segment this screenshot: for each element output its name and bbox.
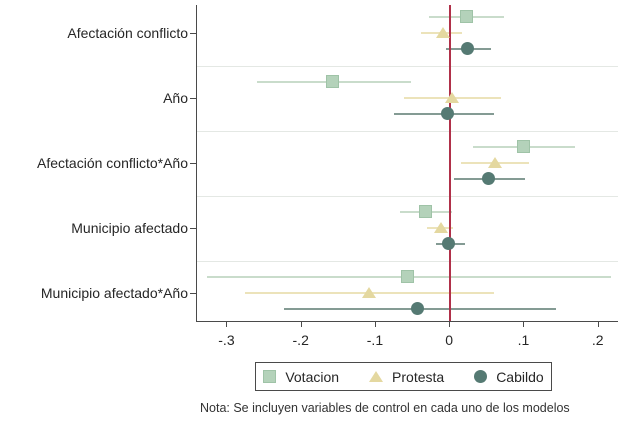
point-estimate-triangle-marker	[362, 287, 377, 298]
category-label: Afectación conflicto	[67, 25, 188, 41]
point-estimate-circle-marker	[481, 172, 495, 185]
legend-item-cabildo: Cabildo	[474, 368, 544, 385]
x-axis-tick-label: -.3	[218, 332, 235, 348]
category-label: Afectación conflicto*Año	[37, 155, 188, 171]
category-separator-line	[197, 195, 618, 197]
chart-note: Nota: Se incluyen variables de control e…	[200, 401, 570, 415]
x-axis-tick	[300, 321, 302, 327]
legend-square-marker-icon	[263, 370, 277, 383]
legend-label: Cabildo	[496, 368, 544, 385]
y-axis-labels: Afectación conflicto Año Afectación confli…	[0, 5, 188, 321]
legend-item-protesta: Protesta	[369, 369, 444, 385]
point-estimate-circle-marker	[461, 42, 474, 55]
x-axis-tick-label: .1	[517, 332, 530, 348]
category-label: Año	[163, 90, 188, 106]
x-axis-tick-label: .2	[591, 332, 604, 348]
point-estimate-triangle-marker	[445, 92, 460, 103]
point-estimate-square-marker	[419, 205, 433, 218]
x-axis-tick	[523, 321, 525, 327]
legend: Votacion Protesta Cabildo	[255, 362, 552, 391]
point-estimate-square-marker	[516, 140, 530, 153]
point-estimate-square-marker	[460, 10, 474, 23]
category-separator-line	[197, 260, 618, 262]
point-estimate-circle-marker	[440, 107, 454, 120]
plot-area	[196, 5, 618, 322]
x-axis-tick-label: -.1	[366, 332, 384, 348]
category-label: Municipio afectado	[71, 220, 188, 236]
x-axis-tick-label: 0	[445, 332, 454, 348]
y-axis-tick	[190, 293, 196, 294]
plot-layer	[197, 5, 618, 321]
point-estimate-triangle-marker	[487, 157, 502, 168]
legend-circle-marker-icon	[474, 370, 488, 383]
y-axis-tick	[190, 98, 196, 99]
x-axis-tick	[449, 321, 451, 327]
zero-reference-line	[449, 5, 452, 321]
x-axis-tick	[374, 321, 376, 327]
y-axis-tick	[190, 33, 196, 34]
point-estimate-square-marker	[400, 270, 414, 283]
legend-triangle-marker-icon	[369, 371, 384, 382]
legend-item-votacion: Votacion	[263, 369, 339, 385]
legend-label: Protesta	[392, 368, 445, 385]
legend-label: Votacion	[285, 368, 340, 385]
point-estimate-circle-marker	[411, 302, 425, 315]
x-axis-tick	[226, 321, 228, 327]
category-label: Municipio afectado*Año	[40, 285, 188, 301]
x-axis-tick-label: -.2	[292, 332, 309, 348]
point-estimate-triangle-marker	[435, 27, 450, 38]
x-axis-tick	[597, 321, 599, 327]
category-separator-line	[197, 130, 618, 132]
point-estimate-circle-marker	[442, 237, 456, 250]
point-estimate-square-marker	[325, 75, 339, 88]
category-separator-line	[197, 65, 618, 67]
y-axis-tick	[190, 163, 196, 164]
y-axis-tick	[190, 228, 196, 229]
point-estimate-triangle-marker	[433, 222, 448, 233]
